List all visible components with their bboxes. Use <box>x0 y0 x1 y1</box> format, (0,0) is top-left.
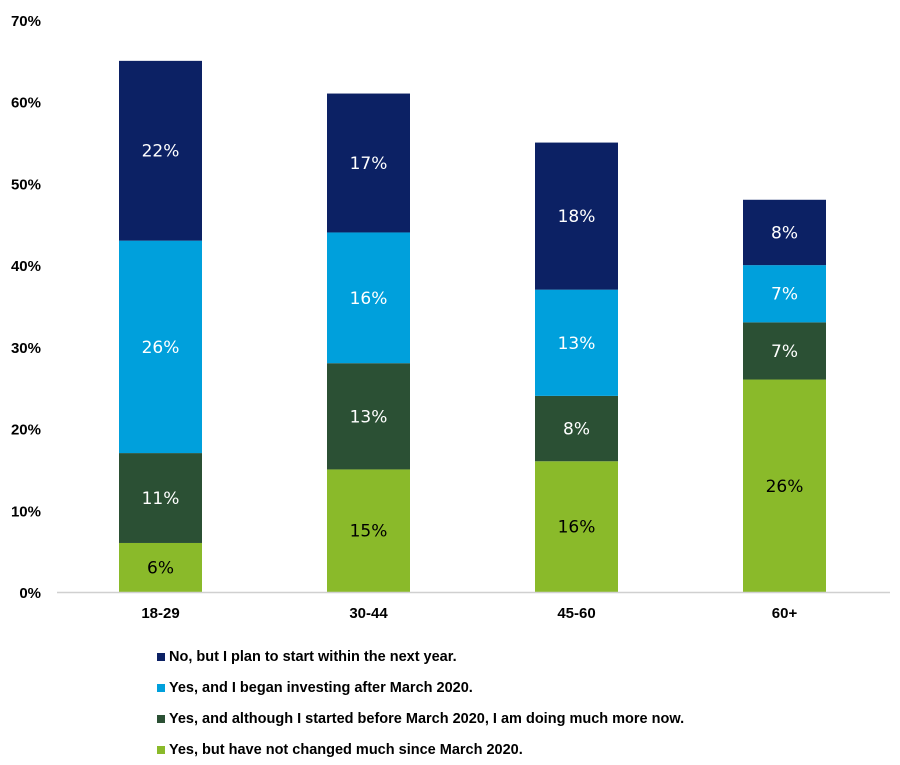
y-tick-label: 50% <box>11 176 41 193</box>
x-tick-label: 45-60 <box>557 605 595 622</box>
data-label: 8% <box>771 223 798 243</box>
bar-segment <box>743 322 826 380</box>
legend-item: No, but I plan to start within the next … <box>157 641 684 672</box>
legend-swatch <box>157 652 165 661</box>
bar-segment <box>743 379 826 592</box>
data-label: 26% <box>766 477 804 497</box>
y-tick-label: 60% <box>11 95 41 112</box>
y-tick-label: 30% <box>11 340 41 357</box>
data-label: 26% <box>142 338 180 358</box>
legend-swatch <box>157 683 165 692</box>
bar-segment <box>535 395 618 462</box>
legend-label: Yes, and although I started before March… <box>169 710 685 727</box>
bar-segment <box>327 93 410 233</box>
bar-segment <box>119 542 202 592</box>
x-tick-label: 18-29 <box>141 605 179 622</box>
data-label: 8% <box>563 420 590 440</box>
legend: No, but I plan to start within the next … <box>157 641 684 765</box>
data-label: 7% <box>771 342 798 362</box>
data-label: 22% <box>142 142 180 162</box>
y-tick-label: 10% <box>11 503 41 520</box>
bar-segment <box>535 289 618 396</box>
x-tick-label: 60+ <box>772 605 798 622</box>
data-label: 16% <box>350 289 388 309</box>
bar-segment <box>119 60 202 241</box>
y-tick-label: 20% <box>11 422 41 439</box>
bar-segment <box>743 199 826 266</box>
legend-swatch <box>157 745 165 754</box>
legend-label: Yes, and I began investing after March 2… <box>169 679 473 696</box>
data-label: 16% <box>558 518 596 538</box>
x-tick-label: 30-44 <box>349 605 388 622</box>
data-label: 13% <box>558 334 596 354</box>
data-label: 7% <box>771 285 798 305</box>
legend-swatch <box>157 714 165 723</box>
legend-item: Yes, and I began investing after March 2… <box>157 672 684 703</box>
legend-item: Yes, and although I started before March… <box>157 703 684 734</box>
y-tick-label: 40% <box>11 258 41 275</box>
data-label: 18% <box>558 207 596 227</box>
legend-item: Yes, but have not changed much since Mar… <box>157 734 684 765</box>
bar-segment <box>119 453 202 543</box>
bar-segment <box>327 363 410 470</box>
bar-segment <box>743 265 826 323</box>
bar-segment <box>119 240 202 454</box>
stacked-bar-chart: 0% 10% 20% 30% 40% 50% 60% 70% 6% 11% 26% 22% 18-29 1… <box>11 13 890 622</box>
legend-label: Yes, but have not changed much since Mar… <box>169 741 523 758</box>
legend-label: No, but I plan to start within the next … <box>169 648 457 665</box>
bar-segment <box>327 469 410 592</box>
data-label: 17% <box>350 154 388 174</box>
y-tick-label: 70% <box>11 13 41 30</box>
bar-segment <box>327 232 410 364</box>
data-label: 11% <box>142 489 180 509</box>
data-label: 15% <box>350 522 388 542</box>
data-label: 6% <box>147 558 174 578</box>
bar-segment <box>535 461 618 592</box>
data-label: 13% <box>350 407 388 427</box>
bar-segment <box>535 142 618 290</box>
y-tick-label: 0% <box>19 585 41 602</box>
